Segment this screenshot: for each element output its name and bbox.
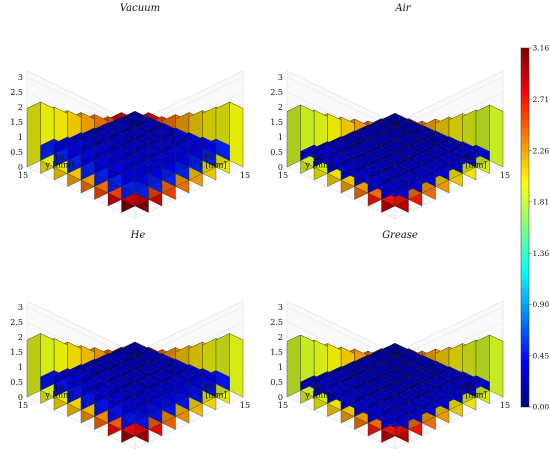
y-tick-label: 10 bbox=[314, 384, 324, 393]
z-tick-label: 1.5 bbox=[10, 348, 23, 357]
bar-0-0 bbox=[121, 111, 149, 125]
colorbar-tick-label: 0.90 bbox=[533, 300, 550, 309]
y-tick-label: 15 bbox=[278, 171, 288, 180]
x-tick-label: 5 bbox=[430, 136, 435, 145]
x-tick-label: 10 bbox=[204, 384, 214, 393]
panel-title: Vacuum bbox=[120, 3, 160, 14]
z-tick-label: 1.5 bbox=[270, 118, 283, 127]
y-tick-label: 10 bbox=[54, 384, 64, 393]
x-tick-label: 15 bbox=[500, 401, 510, 410]
panel-title: He bbox=[130, 230, 146, 241]
bar-0-0 bbox=[381, 112, 409, 127]
bar-7-0 bbox=[475, 104, 504, 168]
z-tick-label: 0.5 bbox=[10, 378, 23, 387]
z-tick-label: 3 bbox=[278, 73, 283, 82]
y-tick-label: 0 bbox=[388, 119, 393, 128]
bar-0-0 bbox=[381, 342, 409, 357]
y-tick-label: 15 bbox=[18, 171, 28, 180]
colorbar-tick-label: 1.36 bbox=[533, 249, 550, 258]
x-tick-label: 10 bbox=[204, 154, 214, 163]
y-axis-label: y [mm] bbox=[44, 391, 73, 400]
x-tick-label: 0 bbox=[134, 119, 139, 128]
z-tick-label: 2.5 bbox=[270, 88, 283, 97]
y-axis-label: y [mm] bbox=[304, 161, 333, 170]
x-tick-label: 10 bbox=[464, 384, 474, 393]
x-tick-label: 15 bbox=[240, 171, 250, 180]
z-tick-label: 1.5 bbox=[10, 118, 23, 127]
z-tick-label: 0 bbox=[18, 163, 23, 172]
y-tick-label: 0 bbox=[128, 349, 133, 358]
z-tick-label: 1 bbox=[18, 133, 23, 142]
colorbar-tick-label: 2.26 bbox=[533, 146, 550, 155]
y-tick-label: 5 bbox=[352, 366, 357, 375]
z-tick-label: 3 bbox=[18, 303, 23, 312]
x-tick-label: 5 bbox=[170, 366, 175, 375]
colorbar-scale bbox=[520, 47, 530, 408]
colorbar-tick-label: 1.81 bbox=[533, 198, 550, 207]
z-tick-label: 3 bbox=[278, 303, 283, 312]
y-tick-label: 15 bbox=[18, 401, 28, 410]
z-tick-label: 2 bbox=[18, 333, 23, 342]
bar-0-0 bbox=[121, 341, 149, 356]
z-tick-label: 1 bbox=[278, 363, 283, 372]
z-tick-label: 2 bbox=[278, 103, 283, 112]
panel-title: Grease bbox=[382, 230, 418, 241]
z-tick-label: 0.5 bbox=[10, 148, 23, 157]
y-tick-label: 5 bbox=[352, 136, 357, 145]
x-tick-label: 5 bbox=[170, 136, 175, 145]
z-tick-label: 2 bbox=[278, 333, 283, 342]
z-tick-label: 0.5 bbox=[270, 148, 283, 157]
panel-title: Air bbox=[394, 3, 411, 14]
x-axis-label: x [mm] bbox=[198, 391, 226, 400]
colorbar-tick-label: 0.00 bbox=[533, 403, 550, 412]
z-tick-label: 0 bbox=[18, 393, 23, 402]
z-tick-label: 1 bbox=[18, 363, 23, 372]
y-tick-label: 5 bbox=[92, 366, 97, 375]
z-tick-label: 2.5 bbox=[10, 88, 23, 97]
x-tick-label: 0 bbox=[134, 349, 139, 358]
x-axis-label: x [mm] bbox=[458, 161, 486, 170]
y-tick-label: 5 bbox=[92, 136, 97, 145]
z-tick-label: 2.5 bbox=[10, 318, 23, 327]
y-axis-label: y [mm] bbox=[304, 391, 333, 400]
x-tick-label: 10 bbox=[464, 154, 474, 163]
x-tick-label: 0 bbox=[394, 119, 399, 128]
x-axis-label: x [mm] bbox=[458, 391, 486, 400]
z-tick-label: 1.5 bbox=[270, 348, 283, 357]
z-tick-label: 2 bbox=[18, 103, 23, 112]
x-axis-label: x [mm] bbox=[198, 161, 226, 170]
y-axis-label: y [mm] bbox=[44, 161, 73, 170]
y-tick-label: 15 bbox=[278, 401, 288, 410]
colorbar: 3.16 2.71 2.26 1.81 1.36 0.90 0.45 0.00 bbox=[520, 44, 550, 412]
z-tick-label: 3 bbox=[18, 73, 23, 82]
x-tick-label: 0 bbox=[394, 349, 399, 358]
y-tick-label: 10 bbox=[314, 154, 324, 163]
z-tick-label: 2.5 bbox=[270, 318, 283, 327]
colorbar-tick-label: 2.71 bbox=[533, 95, 550, 104]
z-tick-label: 0.5 bbox=[270, 378, 283, 387]
x-tick-label: 5 bbox=[430, 366, 435, 375]
y-tick-label: 10 bbox=[54, 154, 64, 163]
y-tick-label: 0 bbox=[388, 349, 393, 358]
colorbar-tick-label: 3.16 bbox=[533, 44, 550, 53]
colorbar-tick-label: 0.45 bbox=[533, 351, 550, 360]
z-tick-label: 0 bbox=[278, 163, 283, 172]
y-tick-label: 0 bbox=[128, 119, 133, 128]
x-tick-label: 15 bbox=[240, 401, 250, 410]
z-tick-label: 1 bbox=[278, 133, 283, 142]
z-tick-label: 0 bbox=[278, 393, 283, 402]
x-tick-label: 15 bbox=[500, 171, 510, 180]
